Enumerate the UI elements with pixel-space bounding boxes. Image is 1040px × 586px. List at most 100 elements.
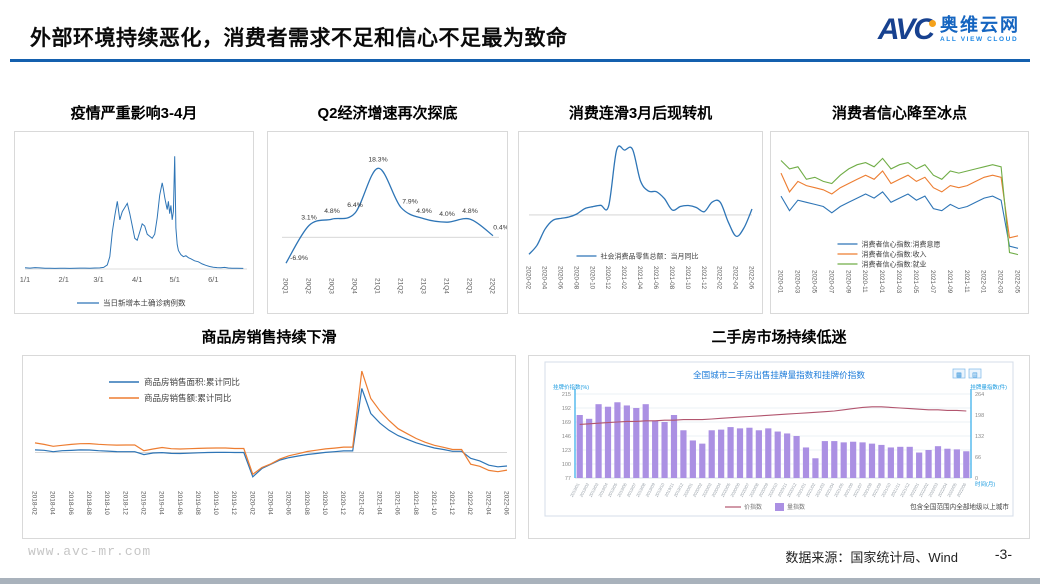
chart-card-secondhand: 二手房市场持续低迷 全国城市二手房出售挂牌量指数和挂牌价指数 ▦ ▤ 挂牌价指数(%)… [528, 329, 1030, 539]
svg-text:消费者信心指数:就业: 消费者信心指数:就业 [862, 259, 927, 268]
svg-text:6/1: 6/1 [208, 275, 218, 284]
svg-text:2019-04: 2019-04 [158, 491, 165, 515]
svg-text:2019-08: 2019-08 [194, 491, 201, 515]
svg-text:2020/06: 2020/06 [729, 481, 741, 497]
svg-text:2022/03: 2022/03 [927, 481, 939, 497]
svg-text:2022/06: 2022/06 [956, 481, 968, 497]
table-view-icon[interactable]: ▤ [968, 368, 982, 379]
svg-text:2021/10: 2021/10 [880, 481, 892, 497]
svg-text:21Q3: 21Q3 [420, 278, 427, 294]
svg-text:2022/02: 2022/02 [918, 481, 930, 497]
svg-text:2021-02: 2021-02 [620, 266, 627, 290]
svg-text:2020-05: 2020-05 [810, 270, 817, 294]
svg-text:2018-02: 2018-02 [31, 491, 38, 515]
svg-text:7.9%: 7.9% [402, 198, 418, 205]
svg-text:146: 146 [562, 434, 571, 440]
chart-card-confidence: 消费者信心降至冰点 2020-01 2020-03 2020-05 2020-07 20… [770, 105, 1029, 314]
svg-text:2020-06: 2020-06 [556, 266, 563, 290]
svg-text:2020-11: 2020-11 [861, 270, 868, 293]
svg-text:时间(月): 时间(月) [975, 480, 995, 488]
svg-text:0: 0 [975, 476, 978, 482]
svg-text:2019/05: 2019/05 [607, 481, 619, 497]
svg-text:2021-11: 2021-11 [963, 270, 970, 293]
svg-text:20Q2: 20Q2 [305, 278, 312, 294]
svg-text:2022-06: 2022-06 [748, 266, 755, 290]
svg-text:2018-08: 2018-08 [85, 491, 92, 515]
svg-text:2021-03: 2021-03 [895, 270, 902, 294]
svg-text:2021-10: 2021-10 [430, 491, 437, 515]
svg-text:2022/04: 2022/04 [937, 481, 949, 497]
svg-text:198: 198 [975, 413, 984, 419]
chart-title-covid: 疫情严重影响3-4月 [70, 105, 198, 122]
svg-text:2020/02: 2020/02 [692, 481, 704, 497]
svg-text:2022-04: 2022-04 [732, 266, 739, 290]
svg-text:6.4%: 6.4% [347, 202, 363, 209]
svg-text:2019/03: 2019/03 [588, 481, 600, 497]
svg-text:2019-06: 2019-06 [176, 491, 183, 515]
svg-text:2021/04: 2021/04 [824, 481, 836, 497]
svg-text:2020-08: 2020-08 [303, 491, 310, 515]
svg-text:2022-05: 2022-05 [1014, 270, 1021, 294]
svg-text:2020/10: 2020/10 [767, 481, 779, 497]
svg-text:2022-02: 2022-02 [466, 491, 473, 515]
svg-text:66: 66 [975, 455, 981, 461]
avc-logo: AVC 奥维云网 ALL VIEW CLOUD [878, 15, 1020, 45]
svg-text:2021-07: 2021-07 [929, 270, 936, 294]
svg-text:2020-04: 2020-04 [541, 266, 548, 290]
gdp-growth-chart: -6.9% 3.1% 4.8% 6.4% 18.3% 7.9% 4.9% 4.0% 4.8% 0.… [282, 156, 507, 294]
svg-text:20Q1: 20Q1 [282, 278, 289, 294]
svg-text:215: 215 [562, 392, 571, 398]
svg-text:4.9%: 4.9% [416, 207, 432, 214]
chart-title-confidence: 消费者信心降至冰点 [831, 105, 967, 122]
logo-tagline: ALL VIEW CLOUD [940, 36, 1019, 44]
avc-logo-dot-icon [929, 20, 936, 27]
housing-sales-chart: 2018-02 2018-04 2018-06 2018-08 2018-10 2018-… [31, 370, 510, 515]
svg-text:2021-08: 2021-08 [412, 491, 419, 515]
svg-text:264: 264 [975, 392, 984, 398]
chart-view-icon[interactable]: ▦ [952, 368, 966, 379]
svg-text:2021-12: 2021-12 [448, 491, 455, 515]
chart-card-gdp: Q2经济增速再次探底 -6.9% 3.1% 4.8% 6.4% 18.3% 7.9% 4.9… [267, 105, 508, 314]
svg-text:2021-09: 2021-09 [946, 270, 953, 294]
svg-text:▤: ▤ [972, 372, 978, 378]
svg-text:全国城市二手房出售挂牌量指数和挂牌价指数: 全国城市二手房出售挂牌量指数和挂牌价指数 [693, 369, 865, 380]
svg-text:商品房销售面积:累计同比: 商品房销售面积:累计同比 [144, 377, 240, 387]
svg-text:2022-03: 2022-03 [997, 270, 1004, 294]
svg-text:2021/09: 2021/09 [871, 481, 883, 497]
svg-text:192: 192 [562, 406, 571, 412]
svg-text:21Q4: 21Q4 [443, 278, 450, 294]
svg-text:0.4%: 0.4% [493, 224, 507, 231]
svg-text:21Q1: 21Q1 [374, 278, 381, 294]
svg-text:2022-01: 2022-01 [980, 270, 987, 294]
svg-text:2022-06: 2022-06 [503, 491, 510, 515]
svg-text:2020-04: 2020-04 [267, 491, 274, 515]
svg-text:2021/07: 2021/07 [852, 481, 864, 497]
svg-text:2019/09: 2019/09 [645, 481, 657, 497]
avc-letters: AVC [877, 13, 935, 46]
svg-text:量指数: 量指数 [787, 503, 805, 511]
svg-text:2019/11: 2019/11 [664, 481, 676, 497]
svg-text:2020-10: 2020-10 [588, 266, 595, 290]
svg-text:2021-10: 2021-10 [684, 266, 691, 290]
chart-title-retail: 消费连滑3月后现转机 [568, 105, 713, 122]
svg-text:22Q1: 22Q1 [466, 278, 473, 294]
svg-text:21Q2: 21Q2 [397, 278, 404, 294]
chart-card-retail: 消费连滑3月后现转机 2020-02 2020-04 2020-06 2020-08 2… [518, 105, 763, 314]
svg-text:2019-10: 2019-10 [212, 491, 219, 515]
chart-panel-retail: 2020-02 2020-04 2020-06 2020-08 2020-10 2020-… [518, 130, 763, 314]
svg-text:-6.9%: -6.9% [290, 255, 308, 262]
svg-text:2019/07: 2019/07 [626, 481, 638, 497]
svg-text:消费者信心指数:收入: 消费者信心指数:收入 [862, 249, 927, 258]
svg-text:2020-01: 2020-01 [777, 270, 784, 294]
chart-card-covid: 疫情严重影响3-4月 1/1 2/1 3/1 4/1 5/1 6/1 当日新增本土确诊病例数 [14, 105, 254, 314]
svg-text:2021/06: 2021/06 [843, 481, 855, 497]
svg-text:5/1: 5/1 [169, 275, 179, 284]
svg-text:2021/02: 2021/02 [805, 481, 817, 497]
chart-panel-confidence: 2020-01 2020-03 2020-05 2020-07 2020-09 2020-… [770, 130, 1029, 314]
svg-text:2018-06: 2018-06 [67, 491, 74, 515]
svg-text:2020/05: 2020/05 [720, 481, 732, 497]
svg-text:2022-02: 2022-02 [716, 266, 723, 290]
footer-page-number: -3- [994, 546, 1012, 562]
svg-text:2020-08: 2020-08 [572, 266, 579, 290]
svg-text:2020/09: 2020/09 [758, 481, 770, 497]
